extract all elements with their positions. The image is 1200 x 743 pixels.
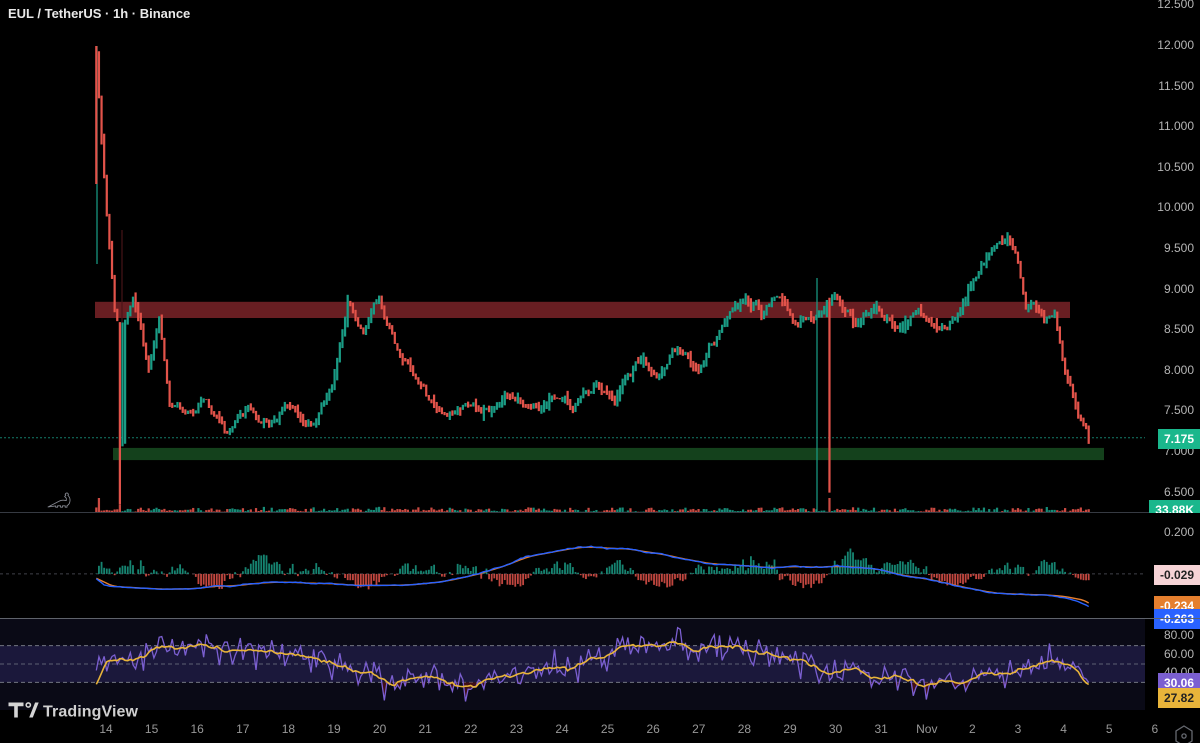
svg-text:TradingView: TradingView bbox=[43, 704, 139, 721]
